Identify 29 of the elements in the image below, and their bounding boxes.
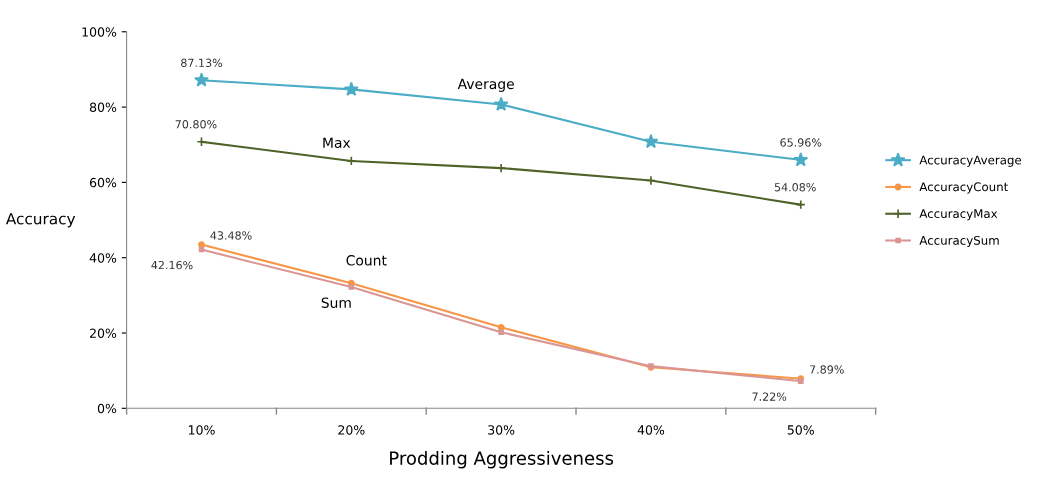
legend-label: AccuracyCount	[919, 182, 1009, 194]
x-tick-label: 50%	[787, 425, 814, 435]
data-label: 70.80%	[175, 120, 217, 129]
annotation: Count	[346, 255, 387, 266]
x-tick-label: 20%	[338, 425, 365, 435]
y-tick-label: 40%	[89, 253, 117, 263]
data-label: 7.22%	[752, 392, 787, 401]
x-tick-label: 30%	[488, 425, 515, 435]
x-tick-label: 40%	[637, 425, 665, 435]
y-tick-label: 60%	[89, 177, 117, 188]
data-label: 65.96%	[780, 138, 822, 147]
annotation: Max	[323, 137, 351, 148]
y-axis-title: Accuracy	[5, 213, 76, 228]
y-tick-label: 100%	[82, 27, 117, 37]
x-tick-label: 10%	[188, 425, 215, 435]
data-label: 42.16%	[151, 260, 193, 270]
legend-label: AccuracyAverage	[919, 155, 1022, 167]
legend-label: AccuracyMax	[919, 209, 998, 221]
y-tick-label: 0%	[97, 403, 117, 414]
data-label: 43.48%	[210, 231, 252, 240]
data-label: 87.13%	[181, 58, 223, 67]
annotation: Sum	[321, 297, 351, 308]
x-axis-title: Prodding Aggressiveness	[390, 450, 614, 469]
annotation: Average	[457, 78, 514, 92]
legend-label: AccuracySum	[919, 235, 999, 248]
data-label: 7.89%	[809, 365, 844, 374]
y-tick-label: 80%	[89, 102, 117, 113]
data-label: 54.08%	[774, 183, 816, 192]
y-tick-label: 20%	[90, 328, 117, 338]
